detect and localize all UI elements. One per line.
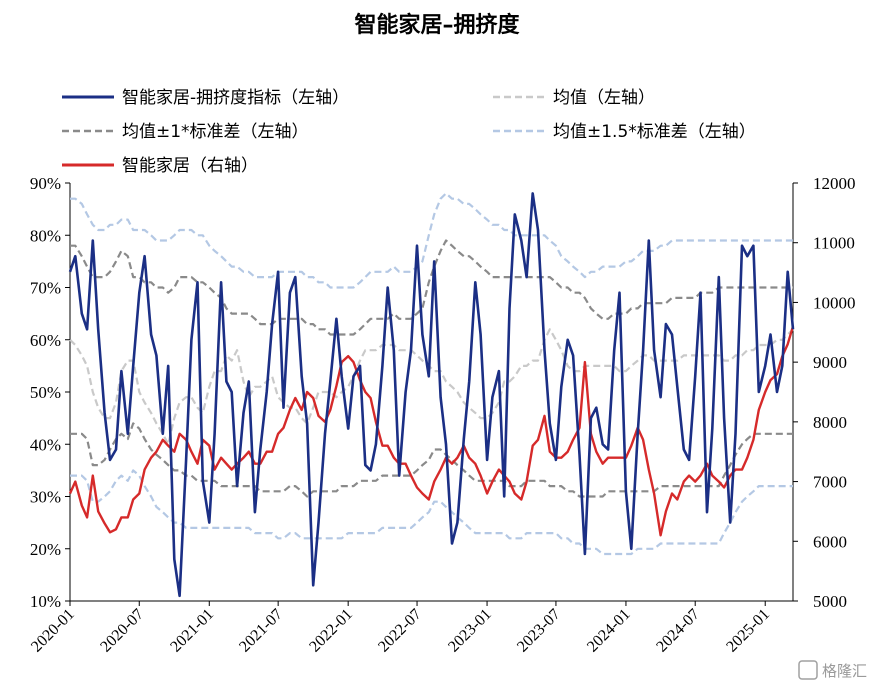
left-tick-label: 60%: [30, 331, 61, 350]
x-tick-label: 2022-07: [375, 606, 425, 656]
left-tick-label: 80%: [30, 226, 61, 245]
legend-label: 均值±1.5*标准差（左轴）: [553, 122, 756, 142]
x-tick-label: 2022-01: [306, 606, 356, 656]
price-line: [68, 325, 795, 537]
x-tick-label: 2020-07: [97, 606, 147, 656]
left-tick-label: 70%: [30, 279, 61, 298]
std1-upper-line: [70, 239, 793, 336]
x-tick-label: 2024-01: [584, 606, 634, 656]
right-tick-label: 5000: [813, 592, 847, 611]
right-tick-label: 7000: [813, 473, 847, 492]
x-tick-label: 2023-07: [514, 606, 564, 656]
x-tick-label: 2020-01: [28, 606, 78, 656]
watermark-logo-icon: [798, 660, 818, 680]
x-tick-label: 2024-07: [653, 606, 703, 656]
std1-lower-line: [70, 422, 793, 498]
right-tick-label: 12000: [813, 174, 856, 193]
right-tick-label: 8000: [813, 413, 847, 432]
left-tick-label: 30%: [30, 488, 61, 507]
x-tick-label: 2023-01: [445, 606, 495, 656]
legend-label: 智能家居（右轴）: [122, 156, 258, 176]
legend-label: 智能家居-拥挤度指标（左轴）: [122, 88, 349, 108]
watermark: 格隆汇: [798, 660, 867, 680]
left-tick-label: 20%: [30, 540, 61, 559]
right-tick-label: 9000: [813, 353, 847, 372]
right-tick-label: 11000: [813, 234, 855, 253]
left-tick-label: 10%: [30, 592, 61, 611]
legend-label: 均值（左轴）: [553, 88, 655, 108]
x-tick-label: 2021-07: [236, 606, 286, 656]
right-tick-label: 6000: [813, 532, 847, 551]
left-tick-label: 40%: [30, 435, 61, 454]
left-tick-label: 50%: [30, 383, 61, 402]
watermark-text: 格隆汇: [822, 662, 867, 680]
std15-upper-line: [70, 192, 793, 289]
mean-line: [69, 328, 794, 446]
series-layer: [68, 192, 795, 598]
chart-title: 智能家居–拥挤度: [354, 12, 520, 38]
legend-label: 均值±1*标准差（左轴）: [122, 122, 309, 142]
right-tick-label: 10000: [813, 293, 856, 312]
std15-lower-line: [70, 469, 793, 556]
left-tick-label: 90%: [30, 174, 61, 193]
x-tick-label: 2025-01: [723, 606, 773, 656]
crowding-line: [68, 192, 795, 598]
legend: 智能家居-拥挤度指标（左轴） 均值（左轴） 均值±1*标准差（左轴） 均值±1.5*标…: [62, 88, 756, 176]
x-tick-label: 2021-01: [167, 606, 217, 656]
